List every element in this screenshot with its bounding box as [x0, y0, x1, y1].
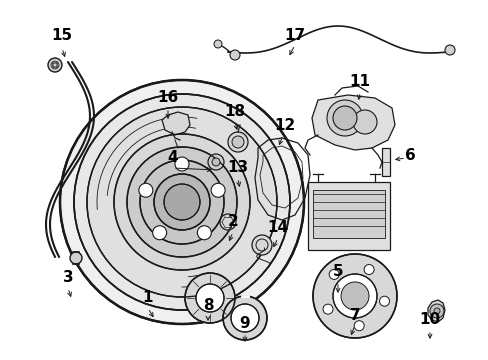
Text: 7: 7 [349, 307, 360, 323]
Text: 4: 4 [167, 150, 178, 166]
Circle shape [227, 132, 247, 152]
Circle shape [223, 296, 266, 340]
Bar [381, 148, 389, 176]
Text: 15: 15 [51, 27, 72, 42]
Circle shape [429, 304, 443, 318]
Circle shape [364, 265, 373, 275]
Text: 17: 17 [284, 27, 305, 42]
Circle shape [444, 45, 454, 55]
Circle shape [87, 107, 276, 297]
Text: 11: 11 [349, 75, 370, 90]
Text: 10: 10 [419, 312, 440, 328]
Circle shape [163, 184, 200, 220]
Circle shape [379, 296, 389, 306]
Text: 5: 5 [332, 265, 343, 279]
Circle shape [152, 226, 166, 240]
Circle shape [212, 158, 220, 166]
Circle shape [48, 58, 62, 72]
Circle shape [74, 94, 289, 310]
Circle shape [353, 321, 364, 331]
Circle shape [197, 226, 211, 240]
Text: 6: 6 [404, 148, 414, 162]
Circle shape [175, 157, 189, 171]
Circle shape [214, 40, 222, 48]
Circle shape [60, 80, 304, 324]
Circle shape [184, 273, 235, 323]
Circle shape [230, 304, 259, 332]
Circle shape [139, 183, 153, 197]
Circle shape [328, 269, 339, 279]
Circle shape [312, 254, 396, 338]
Circle shape [326, 100, 362, 136]
Text: 18: 18 [224, 104, 245, 120]
Circle shape [114, 134, 249, 270]
Circle shape [352, 110, 376, 134]
Circle shape [207, 154, 224, 170]
Circle shape [229, 50, 240, 60]
Polygon shape [427, 300, 444, 322]
Text: 16: 16 [157, 90, 178, 105]
Circle shape [231, 136, 244, 148]
Text: 13: 13 [227, 161, 248, 175]
Polygon shape [162, 112, 190, 135]
Text: 1: 1 [142, 291, 153, 306]
Circle shape [220, 214, 236, 230]
Text: 9: 9 [239, 315, 250, 330]
Polygon shape [311, 95, 394, 150]
Text: 3: 3 [62, 270, 73, 285]
Circle shape [332, 274, 376, 318]
Text: 12: 12 [274, 117, 295, 132]
Circle shape [340, 282, 368, 310]
Circle shape [196, 284, 224, 312]
Circle shape [154, 174, 209, 230]
Circle shape [323, 304, 332, 314]
Text: 8: 8 [202, 297, 213, 312]
Circle shape [140, 160, 224, 244]
Circle shape [211, 183, 224, 197]
Bar [307, 182, 389, 250]
Circle shape [332, 106, 356, 130]
Circle shape [70, 252, 82, 264]
Text: 2: 2 [227, 215, 238, 230]
Bar [312, 190, 384, 238]
Circle shape [127, 147, 237, 257]
Circle shape [433, 308, 439, 314]
Text: 14: 14 [267, 220, 288, 235]
Circle shape [251, 235, 271, 255]
